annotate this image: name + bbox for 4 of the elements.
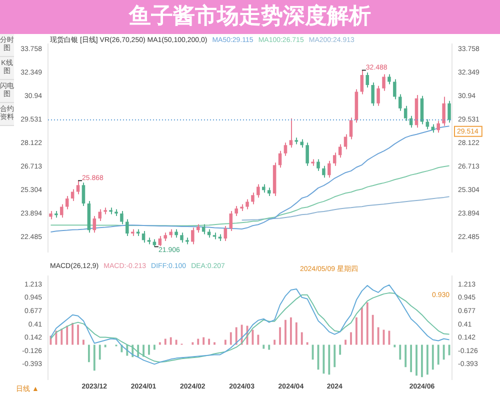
candlestick	[104, 207, 107, 215]
chart-title: 鱼子酱市场走势深度解析	[0, 0, 500, 34]
candlestick	[186, 237, 189, 245]
candlestick	[109, 207, 112, 215]
